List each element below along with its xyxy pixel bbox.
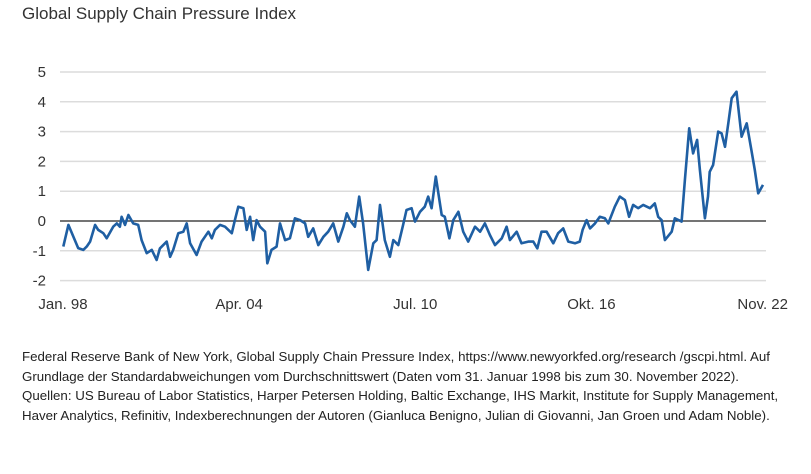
- source-footnote: Federal Reserve Bank of New York, Global…: [22, 349, 779, 423]
- y-tick-label: 5: [38, 64, 46, 81]
- y-tick-label: 2: [38, 153, 46, 170]
- gridlines: [60, 71, 766, 282]
- x-axis-ticks: Jan. 98 Apr. 04 Jul. 10 Okt. 16 Nov. 22: [38, 296, 788, 313]
- y-tick-label: -2: [33, 273, 46, 290]
- x-tick-label: Jul. 10: [393, 296, 437, 313]
- y-tick-label: -1: [33, 243, 46, 260]
- y-tick-label: 3: [38, 124, 46, 141]
- line-chart: 5 4 3 2 1 0 -1 -2 Jan. 98 Apr. 04 Jul. 10 Okt. 16 N…: [33, 64, 788, 313]
- x-tick-label: Nov. 22: [737, 296, 788, 313]
- x-tick-label: Apr. 04: [215, 296, 263, 313]
- x-tick-label: Okt. 16: [567, 296, 615, 313]
- gscpi-series-line: [62, 90, 765, 272]
- y-tick-label: 0: [38, 213, 46, 230]
- x-tick-label: Jan. 98: [38, 296, 87, 313]
- y-axis-ticks: 5 4 3 2 1 0 -1 -2: [33, 64, 46, 290]
- chart-title: Global Supply Chain Pressure Index: [22, 4, 297, 23]
- y-tick-label: 1: [38, 183, 46, 200]
- y-tick-label: 4: [38, 94, 46, 111]
